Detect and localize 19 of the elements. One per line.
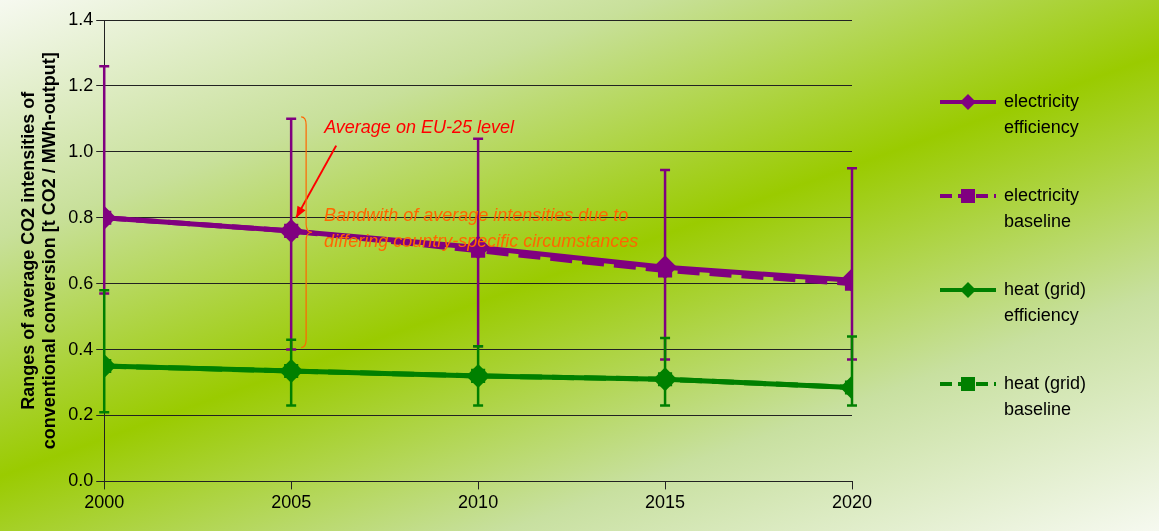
y-axis-title: Ranges of average CO2 intensities of conventional conversion [t CO2 / MWh-output]: [17, 52, 60, 450]
x-tick-label: 2015: [645, 492, 686, 513]
y-tick-label: 0.2: [68, 404, 94, 425]
legend-label: heat (grid) efficiency: [1004, 278, 1088, 327]
y-tick-label: 0.8: [68, 206, 94, 227]
y-tick-label: 1.4: [68, 8, 94, 29]
x-tick-label: 2010: [458, 492, 499, 513]
y-tick-label: 0.6: [68, 272, 94, 293]
y-tick-label: 0.4: [68, 338, 94, 359]
y-tick-label: 0.0: [68, 470, 94, 491]
y-tick-label: 1.0: [68, 140, 94, 161]
annotation: Average on EU-25 level: [323, 116, 515, 137]
x-tick-label: 2000: [84, 492, 125, 513]
y-tick-label: 1.2: [68, 74, 94, 95]
legend-label: heat (grid) baseline: [1004, 372, 1088, 421]
x-tick-label: 2005: [271, 492, 312, 513]
x-tick-label: 2020: [831, 492, 873, 513]
legend-label: electricity efficiency: [1004, 90, 1080, 139]
legend-label: electricity baseline: [1004, 184, 1080, 233]
